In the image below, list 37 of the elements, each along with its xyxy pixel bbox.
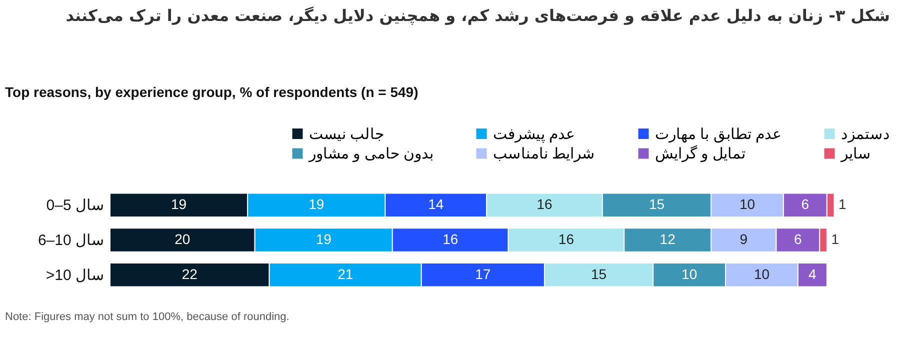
data-label: 12 xyxy=(660,231,676,247)
data-label: 6 xyxy=(794,231,802,247)
data-label: 15 xyxy=(591,266,607,282)
legend-label: بدون حامی و مشاور xyxy=(308,146,434,162)
data-label: 19 xyxy=(316,231,332,247)
legend-label: عدم تطابق با مهارت xyxy=(655,126,782,143)
data-label: 6 xyxy=(801,196,810,212)
data-label: 16 xyxy=(536,196,552,212)
text: Note: Figures may not sum to 100%, because of rounding. xyxy=(5,311,290,323)
data-label: 15 xyxy=(648,196,665,212)
data-label: 9 xyxy=(740,231,748,247)
data-label: 4 xyxy=(808,266,817,282)
legend-label: سایر xyxy=(840,146,871,162)
legend-label: عدم پیشرفت xyxy=(493,126,576,143)
y-tick-label: 0–5 سال xyxy=(46,197,104,214)
y-tick-label: 6–10 سال xyxy=(38,232,104,249)
data-label: 1 xyxy=(831,231,840,247)
data-label: 17 xyxy=(475,266,491,282)
data-label: 19 xyxy=(171,196,187,212)
data-label: 16 xyxy=(442,231,458,247)
data-label: 14 xyxy=(428,196,444,212)
data-label: 16 xyxy=(558,231,574,247)
data-label: 1 xyxy=(838,196,846,212)
data-label: 10 xyxy=(739,196,756,212)
data-label: 10 xyxy=(682,266,698,282)
data-label: 22 xyxy=(182,266,198,282)
chart-subtitle: Top reasons, by experience group, % of respondents (n = 549) xyxy=(5,84,418,100)
legend-label: تمایل و گرایش xyxy=(655,144,746,162)
data-label: 20 xyxy=(174,231,190,247)
data-label: 21 xyxy=(338,266,354,282)
legend-label: دستمزد xyxy=(841,126,890,143)
legend-label: شرایط نامناسب xyxy=(493,146,596,162)
y-tick-label: >10 سال xyxy=(46,266,104,284)
legend-label: جالب نیست xyxy=(309,126,384,143)
data-label: 10 xyxy=(754,266,770,282)
chart-title: شکل ۳- زنان به دلیل عدم علاقه و فرصت‌های رشد کم، و همچنین دلایل دیگر، صنعت معدن را ترک می‌کنند xyxy=(66,6,890,25)
data-label: 19 xyxy=(308,196,324,212)
